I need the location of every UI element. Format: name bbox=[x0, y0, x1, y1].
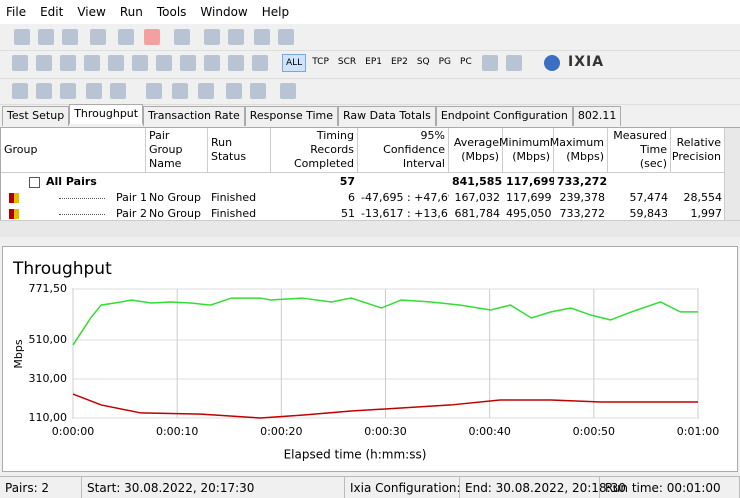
column-header: Maximum (Mbps) bbox=[550, 128, 608, 173]
column-header: Average (Mbps) bbox=[449, 128, 503, 173]
table-cell: 51 bbox=[341, 207, 355, 220]
x-axis-label: Elapsed time (h:mm:ss) bbox=[284, 448, 427, 462]
tab[interactable]: 802.11 bbox=[572, 106, 622, 126]
menu-bar: File Edit View Run Tools Window Help bbox=[0, 0, 740, 24]
toolbar-button[interactable]: PC bbox=[460, 57, 472, 67]
chart-title: Throughput bbox=[12, 259, 112, 279]
toolbar bbox=[0, 50, 740, 79]
table-cell: -13,617 : +13,617 bbox=[361, 207, 449, 220]
menu-item[interactable]: File bbox=[6, 5, 27, 19]
toolbar-button[interactable]: EP2 bbox=[390, 57, 408, 67]
table-cell: 59,843 bbox=[629, 207, 669, 220]
x-tick-label: 0:00:40 bbox=[468, 425, 510, 438]
table-cell: All Pairs bbox=[46, 175, 97, 188]
column-header: 95% Confidence Interval bbox=[358, 128, 449, 173]
tab[interactable]: Endpoint Configuration bbox=[435, 106, 573, 126]
column-header: Relative Precision bbox=[671, 128, 725, 173]
table-cell: Finished bbox=[211, 207, 257, 220]
scrollbar[interactable] bbox=[0, 220, 740, 237]
x-tick-label: 0:01:00 bbox=[677, 425, 719, 438]
table-cell: 117,699 bbox=[506, 175, 554, 188]
menu-item[interactable]: Run bbox=[119, 5, 143, 19]
column-header: Pair Group Name bbox=[146, 128, 208, 173]
toolbar bbox=[0, 78, 740, 105]
table-cell: Pair 2 bbox=[116, 207, 147, 220]
toolbar-button[interactable]: ALL bbox=[282, 54, 307, 72]
y-tick-label: 771,50 bbox=[29, 282, 68, 295]
x-tick-label: 0:00:10 bbox=[156, 425, 198, 438]
menu-item[interactable]: View bbox=[77, 5, 106, 19]
tab[interactable]: Throughput bbox=[69, 104, 144, 124]
x-tick-label: 0:00:50 bbox=[573, 425, 615, 438]
data-line bbox=[72, 393, 698, 419]
status-field: Start: 30.08.2022, 20:17:30 bbox=[82, 477, 345, 498]
column-header: Timing Records Completed bbox=[271, 128, 358, 173]
toolbar-button[interactable]: TCP bbox=[312, 57, 329, 67]
table-cell: 733,272 bbox=[557, 175, 608, 188]
table-cell: 495,050 bbox=[506, 207, 552, 220]
table-cell: 6 bbox=[348, 191, 355, 204]
table-cell: -47,695 : +47,695 bbox=[361, 191, 449, 204]
toolbar bbox=[0, 24, 740, 51]
table-cell: No Group bbox=[149, 207, 201, 220]
table-cell: 28,554 bbox=[683, 191, 723, 204]
table-cell: No Group bbox=[149, 191, 201, 204]
chart: Throughput Elapsed time (h:mm:ss) Mbps 1… bbox=[2, 246, 738, 472]
x-tick-label: 0:00:30 bbox=[364, 425, 406, 438]
scrollbar[interactable] bbox=[724, 128, 740, 220]
column-header: Run Status bbox=[208, 128, 271, 173]
column-header: Minimum (Mbps) bbox=[499, 128, 554, 173]
y-tick-label: 310,00 bbox=[29, 372, 68, 385]
table-cell: 239,378 bbox=[559, 191, 606, 204]
table-cell: 117,699 bbox=[506, 191, 552, 204]
results-table: Group Pair Group Name Run Status Timing Rec… bbox=[0, 127, 740, 237]
table-cell: 57 bbox=[339, 175, 355, 188]
table-cell: 167,032 bbox=[454, 191, 501, 204]
logo: IXIA bbox=[568, 54, 605, 70]
toolbar-button[interactable]: SQ bbox=[416, 57, 430, 67]
status-field: End: 30.08.2022, 20:18:30 bbox=[460, 477, 626, 498]
pair-icon bbox=[9, 193, 19, 203]
x-tick-label: 0:00:20 bbox=[260, 425, 302, 438]
table-cell: 57,474 bbox=[629, 191, 669, 204]
table-cell: 681,784 bbox=[454, 207, 501, 220]
tab[interactable]: Transaction Rate bbox=[143, 106, 245, 126]
y-tick-label: 510,00 bbox=[29, 333, 68, 346]
table-cell: 841,585 bbox=[452, 175, 503, 188]
tree-line bbox=[59, 198, 105, 199]
tab[interactable]: Test Setup bbox=[2, 106, 70, 126]
toolbar-filters: ALL TCP SCR EP1 EP2 SQ PG PC bbox=[282, 54, 475, 72]
status-bar: Pairs: 2 Start: 30.08.2022, 20:17:30 Ixia … bbox=[0, 476, 740, 498]
menu-item[interactable]: Window bbox=[200, 5, 248, 19]
status-field: Run time: 00:01:00 bbox=[600, 477, 740, 498]
table-cell: Pair 1 bbox=[116, 191, 147, 204]
menu-item[interactable]: Tools bbox=[156, 5, 187, 19]
tab[interactable]: Raw Data Totals bbox=[338, 106, 436, 126]
tab[interactable]: Response Time bbox=[244, 106, 338, 126]
toolbar-button[interactable]: SCR bbox=[337, 57, 357, 67]
column-header: Group bbox=[1, 128, 146, 173]
toolbar-button[interactable]: EP1 bbox=[365, 57, 382, 67]
pair-icon bbox=[9, 209, 19, 219]
x-tick-label: 0:00:00 bbox=[52, 425, 94, 438]
tab-bar: Test Setup Throughput Transaction Rate Resp… bbox=[2, 104, 622, 126]
y-axis-label: Mbps bbox=[12, 339, 25, 368]
menu-item[interactable]: Edit bbox=[40, 5, 64, 19]
tree-line bbox=[59, 214, 105, 215]
status-field: Pairs: 2 bbox=[0, 477, 82, 498]
y-tick-label: 110,00 bbox=[29, 411, 68, 424]
data-line bbox=[72, 297, 698, 346]
table-cell: Finished bbox=[211, 191, 257, 204]
toolbar-button[interactable]: PG bbox=[438, 57, 452, 67]
collapse-toggle[interactable] bbox=[29, 177, 40, 188]
column-header: Measured Time (sec) bbox=[608, 128, 671, 173]
table-cell: 733,272 bbox=[559, 207, 606, 220]
table-cell: 1,997 bbox=[690, 207, 723, 220]
menu-item[interactable]: Help bbox=[261, 5, 290, 19]
status-field: Ixia Configuration: bbox=[345, 477, 461, 498]
